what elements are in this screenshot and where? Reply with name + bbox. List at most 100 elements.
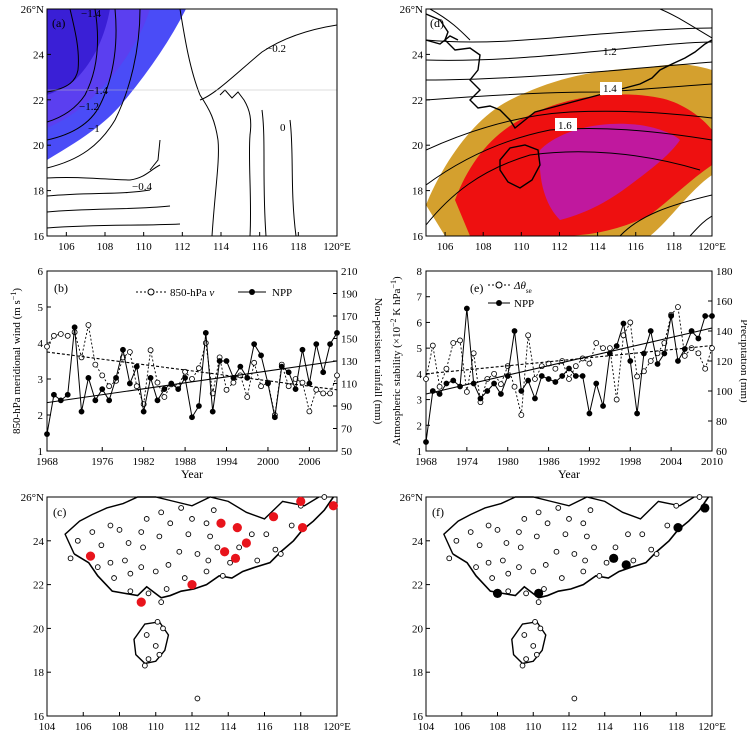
data-point [300, 380, 305, 385]
y-tick-label: 18 [33, 667, 45, 679]
highlighted-station [329, 501, 338, 510]
y-tick-label: 20 [33, 140, 45, 152]
data-point [120, 347, 125, 352]
data-point [710, 314, 715, 319]
station [518, 545, 523, 550]
station [534, 652, 539, 657]
x-tick-label: 116 [256, 721, 273, 733]
data-point [492, 381, 497, 386]
data-point [183, 375, 188, 380]
station [157, 652, 162, 657]
data-point [710, 346, 715, 351]
x-tick-label: 110 [136, 241, 153, 253]
data-point [703, 366, 708, 371]
highlighted-station [609, 554, 618, 563]
highlighted-station [673, 523, 682, 532]
data-point [252, 360, 257, 365]
highlighted-station [233, 523, 242, 532]
data-point [148, 375, 153, 380]
data-point [45, 432, 50, 437]
data-point [107, 398, 112, 403]
station [524, 591, 529, 596]
data-point [662, 351, 667, 356]
station [117, 527, 122, 532]
data-point [107, 384, 112, 389]
y-tick-label: 4 [38, 338, 44, 350]
data-point [696, 351, 701, 356]
station [208, 534, 213, 539]
series-line [47, 325, 337, 415]
y-tick-label: 90 [341, 401, 353, 413]
y-tick-label: 130 [341, 356, 358, 368]
station [520, 663, 525, 668]
y-tick-label: 24 [33, 49, 45, 61]
y-tick-label: 20 [412, 623, 424, 635]
station [536, 510, 541, 515]
data-point [86, 375, 91, 380]
station [211, 508, 216, 513]
station [166, 562, 171, 567]
data-point [696, 336, 701, 341]
station [215, 545, 220, 550]
data-point [675, 359, 680, 364]
x-tick-label: 110 [525, 721, 542, 733]
y-tick-label: 16 [412, 711, 424, 723]
data-point [594, 341, 599, 346]
x-tick-label: 118 [290, 241, 307, 253]
x-tick-label: 120°E [323, 721, 351, 733]
data-point [451, 378, 456, 383]
station [228, 560, 233, 565]
data-point [424, 440, 429, 445]
y-tick-label: 160 [716, 296, 733, 308]
data-point [464, 389, 469, 394]
trend-line [47, 361, 337, 403]
station [531, 569, 536, 574]
y-tick-label: 26°N [21, 4, 44, 16]
data-point [259, 384, 264, 389]
data-point [526, 378, 531, 383]
contour-label: 1.4 [603, 83, 617, 95]
y-tick-label: 70 [341, 424, 353, 436]
x-tick-label: 108 [475, 241, 492, 253]
station [556, 506, 561, 511]
panel-a-label: (a) [52, 16, 65, 30]
data-point [464, 306, 469, 311]
highlighted-station [187, 580, 196, 589]
y-tick-label: 22 [33, 580, 44, 592]
station [128, 589, 133, 594]
station [567, 517, 572, 522]
station [195, 552, 200, 557]
data-point [300, 347, 305, 352]
data-point [621, 321, 626, 326]
data-point [471, 351, 476, 356]
station [142, 663, 147, 668]
y-tick-label: 110 [341, 379, 358, 391]
series-line [426, 309, 712, 443]
panel-b-legend: 850-hPa v NPP [136, 287, 292, 299]
station [159, 600, 164, 605]
data-point [293, 387, 298, 392]
y-tick-label: 120 [716, 356, 733, 368]
data-point [485, 389, 490, 394]
panel-b-label: (b) [54, 281, 68, 295]
station [654, 552, 659, 557]
contour-label: 1.2 [603, 46, 617, 58]
highlighted-station [231, 554, 240, 563]
data-point [703, 314, 708, 319]
data-point [190, 377, 195, 382]
station [665, 523, 670, 528]
contour-label: −0.4 [132, 181, 152, 193]
y-tick-label: 16 [412, 231, 424, 243]
data-point [93, 362, 98, 367]
data-point [648, 359, 653, 364]
station [545, 521, 550, 526]
data-point [176, 387, 181, 392]
x-tick-label: 108 [489, 721, 506, 733]
x-tick-label: 110 [513, 241, 530, 253]
y-tick-label: 6 [417, 317, 423, 329]
y-tick-label: 5 [417, 343, 423, 355]
